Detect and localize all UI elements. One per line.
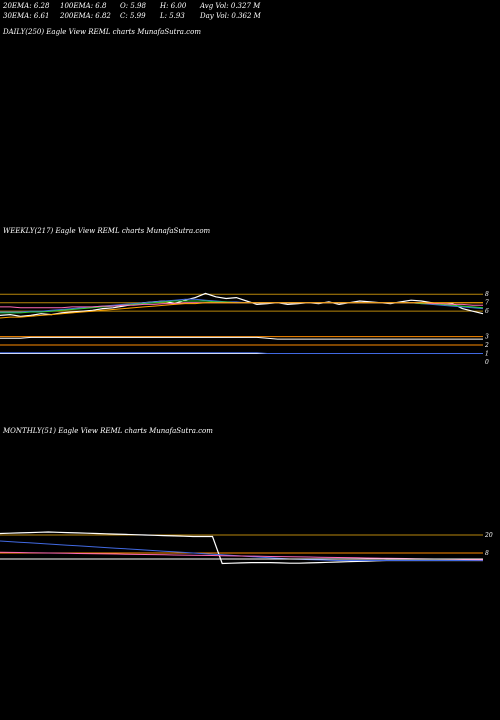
monthly-ytick-label-0: 20 (484, 532, 493, 539)
weekly-series-4 (0, 302, 483, 319)
header-200ema: 200EMA: 6.82 (60, 12, 111, 20)
weekly-series-6 (0, 352, 483, 354)
weekly-series-1 (0, 298, 484, 313)
weekly-series-5 (0, 336, 483, 340)
header-high: H: 6.00 (160, 2, 187, 10)
weekly-ytick-label-6: 0 (485, 359, 489, 366)
header-30ema: 30EMA: 6.61 (3, 12, 50, 20)
weekly-ytick-label-1: 7 (485, 300, 489, 307)
weekly-series-3 (0, 302, 483, 309)
weekly-series-0 (0, 292, 484, 317)
weekly-ytick-label-4: 2 (484, 342, 489, 349)
weekly-ytick-label-0: 8 (485, 291, 489, 298)
header-avg-vol: Avg Vol: 0.327 M (200, 2, 261, 10)
header-day-vol: Day Vol: 0.362 M (200, 12, 261, 20)
weekly-ytick-label-5: 1 (485, 351, 489, 358)
header-close: C: 5.99 (120, 12, 146, 20)
weekly-panel-title: WEEKLY(217) Eagle View REML charts Munaf… (3, 227, 211, 235)
header-low: L: 5.93 (160, 12, 185, 20)
weekly-ytick-label-2: 6 (485, 308, 489, 315)
header-open: O: 5.98 (120, 2, 146, 10)
daily-panel-title: DAILY(250) Eagle View REML charts Munafa… (3, 28, 201, 36)
header-100ema: 100EMA: 6.8 (60, 2, 107, 10)
monthly-series-1 (0, 540, 483, 561)
weekly-ytick-label-3: 3 (485, 334, 489, 341)
monthly-ytick-label-1: 8 (485, 550, 489, 557)
monthly-panel-title: MONTHLY(51) Eagle View REML charts Munaf… (3, 427, 213, 435)
header-20ema: 20EMA: 6.28 (3, 2, 50, 10)
monthly-series-2 (0, 551, 484, 561)
